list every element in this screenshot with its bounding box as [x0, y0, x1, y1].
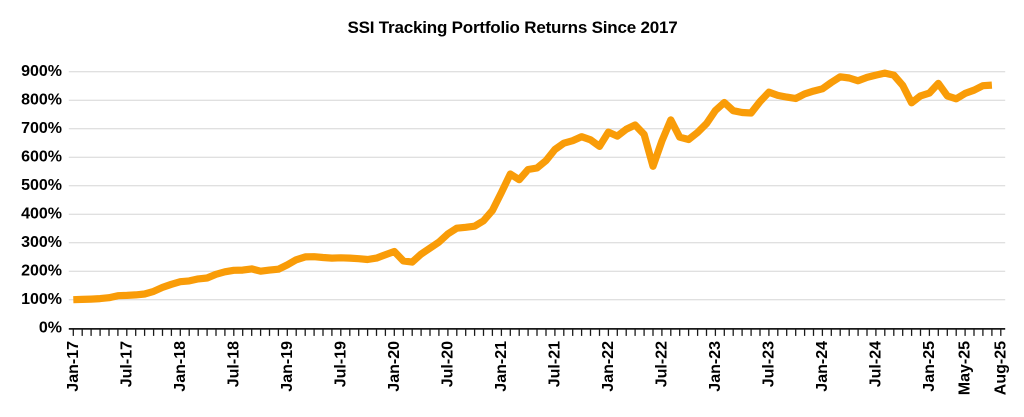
svg-text:300%: 300%	[21, 234, 62, 251]
svg-text:500%: 500%	[21, 177, 62, 194]
svg-text:200%: 200%	[21, 263, 62, 280]
svg-text:Jan-18: Jan-18	[172, 341, 189, 392]
svg-text:Jul-19: Jul-19	[332, 341, 349, 387]
svg-text:Jul-18: Jul-18	[225, 341, 242, 387]
svg-text:100%: 100%	[21, 291, 62, 308]
svg-text:Jul-24: Jul-24	[867, 341, 884, 387]
svg-text:0%: 0%	[39, 320, 62, 337]
svg-text:SSI Tracking Portfolio Returns: SSI Tracking Portfolio Returns Since 201…	[347, 18, 677, 37]
svg-text:Jul-22: Jul-22	[653, 341, 670, 387]
svg-text:Jul-20: Jul-20	[439, 341, 456, 387]
svg-text:Jul-23: Jul-23	[760, 341, 777, 387]
svg-text:Jan-22: Jan-22	[600, 341, 617, 392]
svg-text:Aug-25: Aug-25	[992, 341, 1009, 395]
svg-text:700%: 700%	[21, 120, 62, 137]
svg-text:Jan-23: Jan-23	[707, 341, 724, 392]
svg-text:Jan-20: Jan-20	[386, 341, 403, 392]
svg-text:900%: 900%	[21, 63, 62, 80]
svg-text:400%: 400%	[21, 206, 62, 223]
svg-text:Jan-24: Jan-24	[814, 341, 831, 392]
svg-text:Jan-17: Jan-17	[65, 341, 82, 392]
svg-text:Jan-21: Jan-21	[493, 341, 510, 392]
svg-text:600%: 600%	[21, 149, 62, 166]
svg-text:Jul-21: Jul-21	[546, 341, 563, 387]
svg-text:Jan-25: Jan-25	[921, 341, 938, 392]
svg-text:Jul-17: Jul-17	[118, 341, 135, 387]
svg-text:Jan-19: Jan-19	[279, 341, 296, 392]
svg-text:May-25: May-25	[957, 341, 974, 395]
svg-text:800%: 800%	[21, 92, 62, 109]
